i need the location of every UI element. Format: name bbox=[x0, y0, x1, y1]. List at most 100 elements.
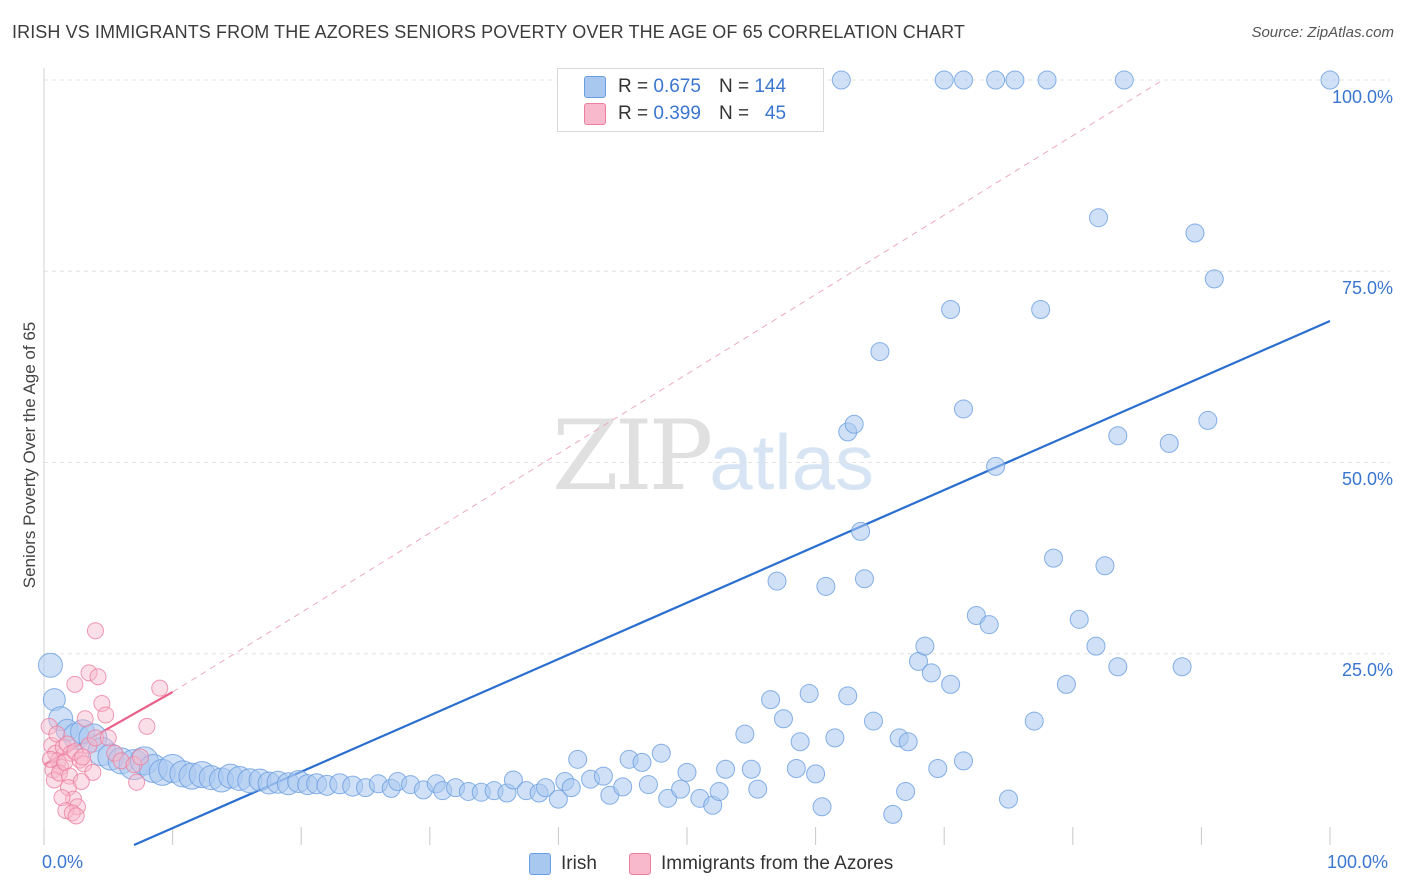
irish-point bbox=[1185, 223, 1205, 243]
irish-point bbox=[953, 399, 973, 419]
irish-point bbox=[1320, 70, 1340, 90]
irish-point bbox=[1108, 426, 1128, 446]
azores-point bbox=[97, 706, 115, 724]
irish-point bbox=[896, 781, 916, 801]
irish-swatch bbox=[584, 76, 606, 98]
azores-point bbox=[128, 773, 146, 791]
source-credit: Source: ZipAtlas.com bbox=[1251, 24, 1394, 41]
irish-point bbox=[831, 70, 851, 90]
bottom-legend-irish[interactable]: Irish bbox=[529, 852, 597, 876]
irish-point bbox=[761, 690, 781, 710]
irish-legend-label: Irish bbox=[561, 853, 597, 874]
irish-point bbox=[767, 571, 787, 591]
irish-point bbox=[986, 70, 1006, 90]
irish-point bbox=[953, 70, 973, 90]
azores-point bbox=[151, 679, 169, 697]
azores-point bbox=[86, 729, 104, 747]
irish-trendline bbox=[133, 319, 1331, 847]
x-tick-label-max: 100.0% bbox=[1327, 852, 1389, 872]
irish-point bbox=[799, 684, 819, 704]
irish-point bbox=[838, 686, 858, 706]
azores-point bbox=[53, 789, 71, 807]
irish-point bbox=[548, 789, 568, 809]
azores-point bbox=[89, 668, 107, 686]
azores-point bbox=[50, 764, 68, 782]
x-tick-label-min: 0.0% bbox=[42, 852, 84, 872]
irish-point bbox=[854, 569, 874, 589]
legend-row-azores: R = 0.399 N = 45 bbox=[584, 101, 786, 127]
irish-point bbox=[883, 804, 903, 824]
irish-point bbox=[898, 732, 918, 752]
irish-point bbox=[870, 342, 890, 362]
irish-point bbox=[812, 797, 832, 817]
y-axis-label: Seniors Poverty Over the Age of 65 bbox=[20, 321, 39, 589]
chart-title: IRISH VS IMMIGRANTS FROM THE AZORES SENI… bbox=[12, 22, 965, 42]
irish-point bbox=[1089, 208, 1109, 228]
irish-point bbox=[1114, 70, 1134, 90]
y-tick-label-25: 25.0% bbox=[1341, 660, 1393, 680]
y-tick-label-100: 100.0% bbox=[1331, 87, 1393, 107]
irish-point bbox=[979, 615, 999, 635]
irish-point bbox=[1056, 674, 1076, 694]
azores-point bbox=[84, 763, 102, 781]
azores-n-value: 45 bbox=[764, 103, 787, 124]
irish-point bbox=[816, 576, 836, 596]
azores-point bbox=[66, 675, 84, 693]
irish-point bbox=[1044, 548, 1064, 568]
irish-point bbox=[37, 652, 63, 678]
irish-point bbox=[593, 766, 613, 786]
irish-point bbox=[1037, 70, 1057, 90]
irish-point bbox=[851, 521, 871, 541]
irish-point bbox=[716, 759, 736, 779]
irish-point bbox=[934, 70, 954, 90]
irish-point bbox=[658, 788, 678, 808]
azores-trendline bbox=[43, 691, 174, 766]
azores-point bbox=[131, 748, 149, 766]
irish-point bbox=[1005, 70, 1025, 90]
irish-swatch bbox=[529, 853, 551, 875]
irish-point bbox=[1031, 300, 1051, 319]
azores-swatch bbox=[629, 853, 651, 875]
legend-row-irish: R = 0.675 N = 144 bbox=[584, 74, 786, 100]
irish-point bbox=[1172, 657, 1192, 677]
irish-point bbox=[638, 775, 658, 795]
irish-point bbox=[1069, 609, 1089, 629]
azores-point bbox=[41, 750, 59, 768]
irish-point bbox=[748, 779, 768, 799]
irish-point bbox=[928, 759, 948, 778]
irish-point bbox=[966, 606, 986, 625]
azores-point bbox=[138, 717, 156, 735]
y-tick-label-50: 50.0% bbox=[1341, 469, 1393, 489]
watermark-zip: ZIP bbox=[552, 400, 713, 512]
n-label: N = bbox=[718, 76, 750, 97]
irish-r-value: 0.675 bbox=[653, 76, 701, 97]
azores-point bbox=[93, 694, 111, 712]
irish-point bbox=[1095, 556, 1115, 576]
irish-point bbox=[786, 759, 806, 778]
irish-point bbox=[921, 663, 941, 683]
irish-point bbox=[1086, 636, 1106, 656]
bottom-legend-azores[interactable]: Immigrants from the Azores bbox=[629, 852, 893, 876]
irish-point bbox=[503, 770, 523, 790]
irish-point bbox=[1204, 269, 1224, 289]
irish-point bbox=[941, 674, 961, 694]
correlation-legend: R = 0.675 N = 144 R = 0.399 N = 45 bbox=[557, 68, 824, 132]
irish-point bbox=[773, 709, 793, 729]
azores-point bbox=[112, 752, 130, 770]
irish-point bbox=[806, 764, 826, 784]
azores-legend-label: Immigrants from the Azores bbox=[661, 853, 894, 874]
irish-point bbox=[825, 728, 845, 748]
irish-point bbox=[1108, 657, 1128, 677]
irish-point bbox=[790, 732, 810, 752]
irish-point bbox=[536, 778, 556, 798]
irish-point bbox=[677, 762, 697, 782]
irish-point bbox=[568, 749, 588, 769]
azores-point bbox=[99, 729, 117, 747]
irish-point bbox=[741, 759, 761, 779]
irish-point bbox=[915, 636, 935, 656]
irish-point bbox=[941, 300, 961, 319]
irish-point bbox=[651, 743, 671, 763]
azores-trendline-dashed bbox=[172, 79, 1164, 693]
irish-point bbox=[1159, 433, 1179, 453]
